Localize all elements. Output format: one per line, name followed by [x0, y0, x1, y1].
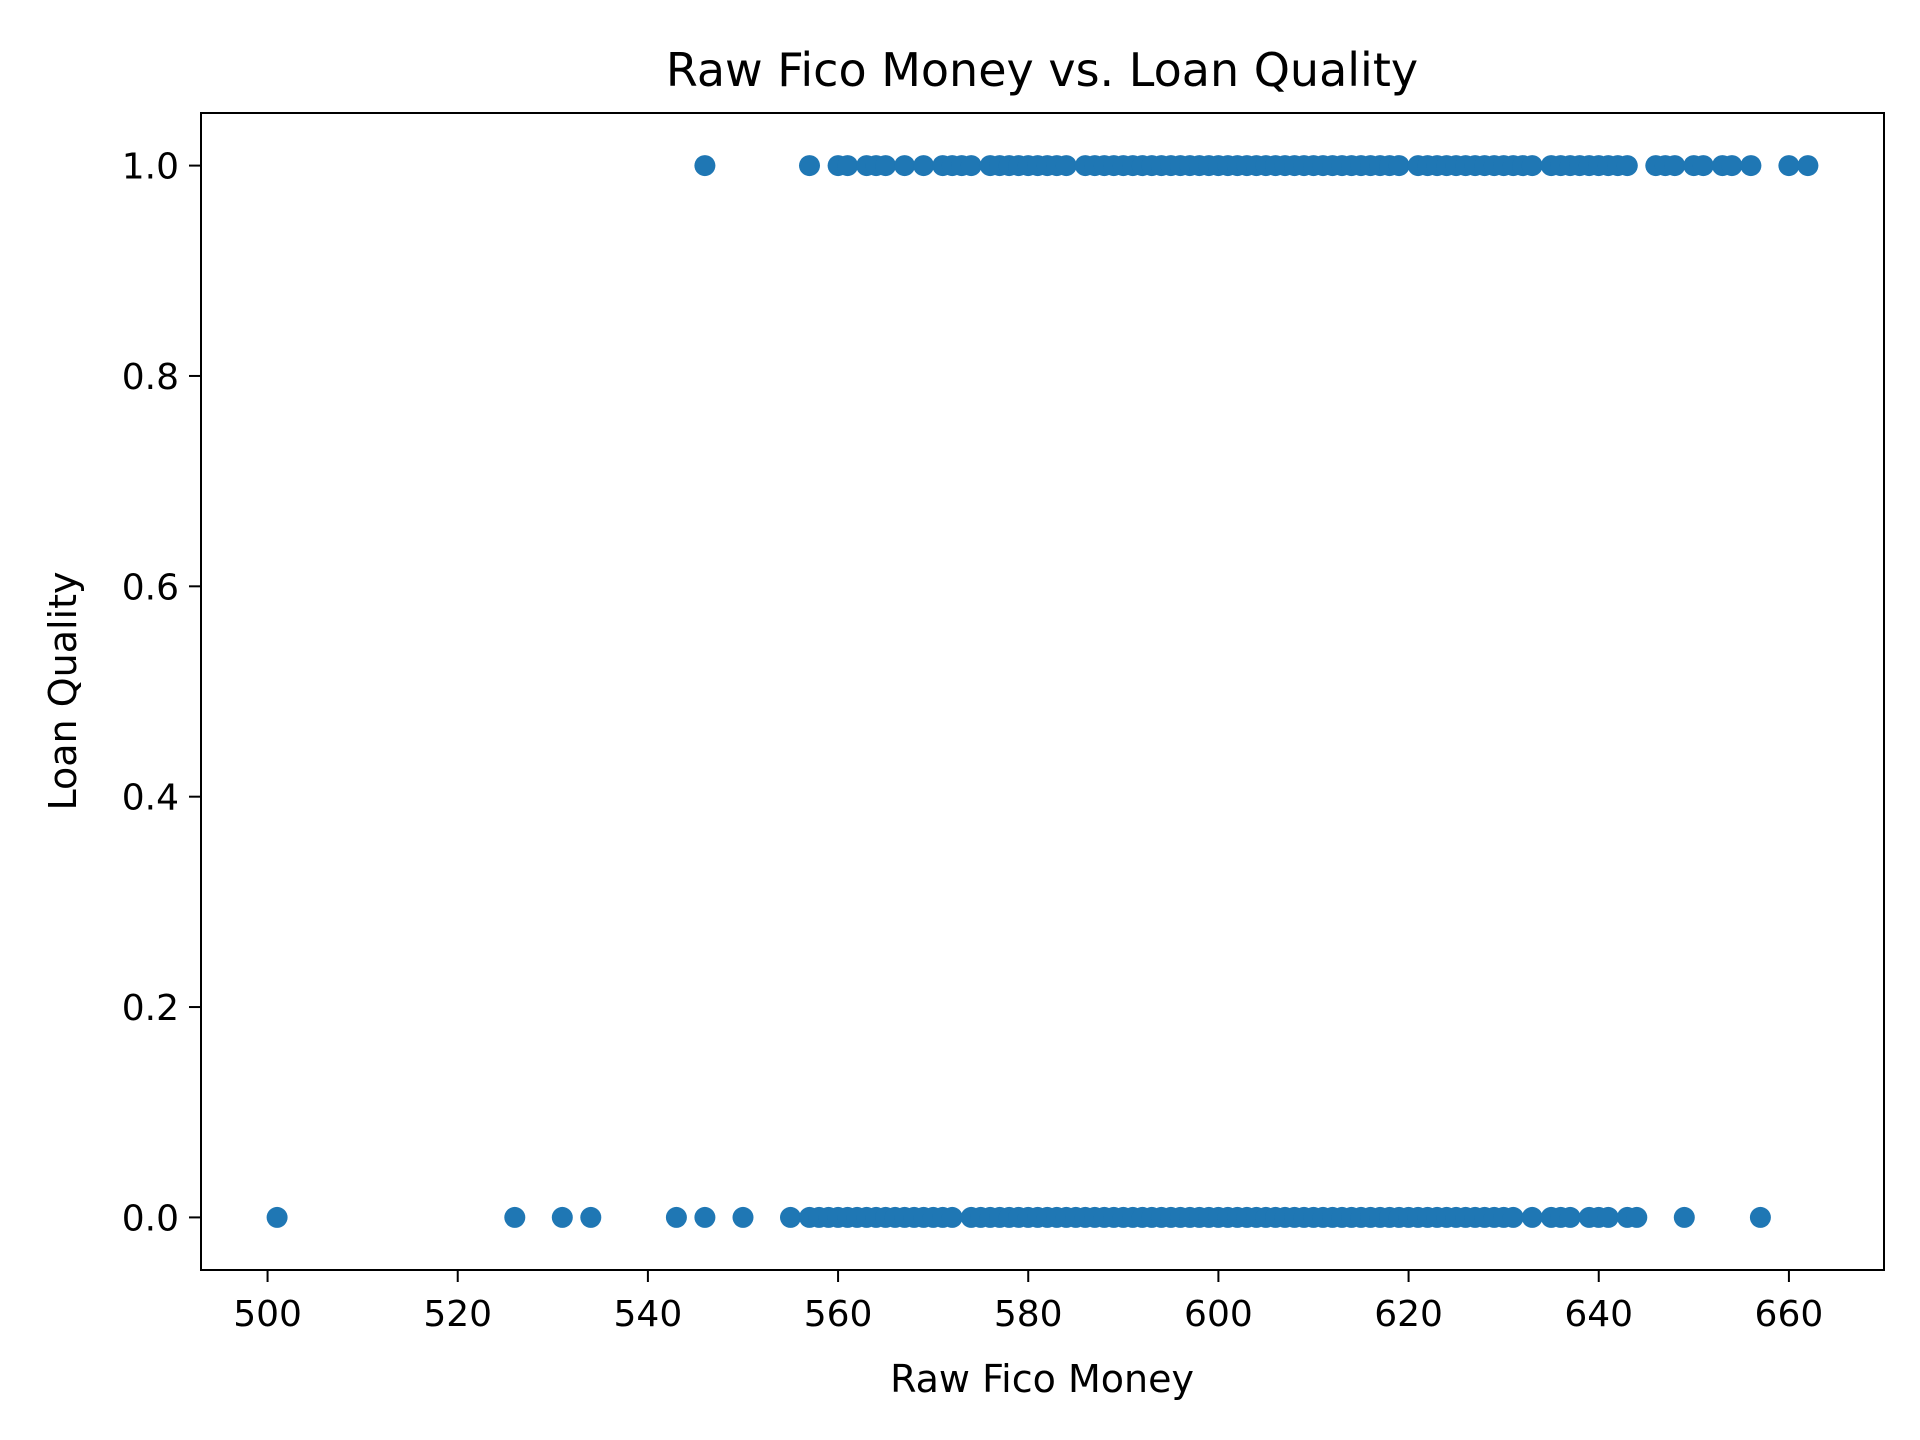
- data-point-s1-90: [1626, 1206, 1648, 1228]
- x-tick-label: 600: [1184, 1294, 1253, 1335]
- x-tick-label: 500: [233, 1294, 302, 1335]
- data-point-s1-23: [941, 1206, 963, 1228]
- data-point-s1-4: [665, 1206, 687, 1228]
- x-tick-label: 660: [1755, 1294, 1824, 1335]
- x-tick-label: 640: [1564, 1294, 1633, 1335]
- data-point-s0-84: [1721, 155, 1743, 177]
- data-points: [266, 155, 1819, 1228]
- data-point-s1-2: [551, 1206, 573, 1228]
- data-point-s1-7: [780, 1206, 801, 1228]
- x-tick-label: 580: [994, 1294, 1063, 1335]
- data-point-s0-1: [799, 155, 820, 177]
- data-point-s0-82: [1692, 155, 1714, 177]
- y-tick-label: 1.0: [122, 147, 179, 188]
- data-point-s1-3: [580, 1206, 602, 1228]
- data-point-s0-87: [1797, 155, 1819, 177]
- y-tick-label: 0.2: [122, 988, 179, 1029]
- data-point-s0-68: [1521, 155, 1543, 177]
- data-point-s1-82: [1521, 1206, 1543, 1228]
- data-point-s0-0: [694, 155, 716, 177]
- y-tick-label: 0.8: [122, 357, 179, 398]
- x-tick-label: 560: [804, 1294, 873, 1335]
- data-point-s0-6: [875, 155, 897, 177]
- y-tick-label: 0.6: [122, 567, 179, 608]
- y-axis-label: Loan Quality: [41, 572, 85, 811]
- data-point-s1-92: [1749, 1206, 1771, 1228]
- plot-frame: [200, 112, 1885, 1271]
- x-tick-label: 620: [1374, 1294, 1443, 1335]
- data-point-s1-91: [1673, 1206, 1695, 1228]
- data-point-s1-85: [1559, 1206, 1581, 1228]
- y-tick-label: 0.0: [122, 1198, 179, 1239]
- data-point-s0-21: [1055, 155, 1077, 177]
- data-point-s1-81: [1502, 1206, 1524, 1228]
- data-point-s0-12: [960, 155, 982, 177]
- data-point-s0-86: [1778, 155, 1800, 177]
- data-point-s0-7: [894, 155, 916, 177]
- data-point-s0-77: [1616, 155, 1638, 177]
- data-point-s0-3: [837, 155, 859, 177]
- chart-title: Raw Fico Money vs. Loan Quality: [666, 43, 1418, 97]
- data-point-s0-85: [1740, 155, 1762, 177]
- data-point-s0-80: [1664, 155, 1686, 177]
- x-tick-label: 520: [423, 1294, 492, 1335]
- x-axis-label: Raw Fico Money: [890, 1357, 1194, 1401]
- y-axis-ticks: 0.0 0.2 0.4 0.6 0.8 1.0: [122, 147, 201, 1239]
- data-point-s1-5: [694, 1206, 716, 1228]
- data-point-s1-0: [266, 1206, 288, 1228]
- x-axis-ticks: 500 520 540 560 580 600 620 640 660: [233, 1270, 1823, 1335]
- data-point-s1-88: [1597, 1206, 1619, 1228]
- data-point-s0-8: [913, 155, 935, 177]
- data-point-s0-55: [1388, 155, 1410, 177]
- y-tick-label: 0.4: [122, 778, 179, 819]
- data-point-s1-6: [732, 1206, 754, 1228]
- data-point-s1-1: [504, 1206, 526, 1228]
- x-tick-label: 540: [614, 1294, 683, 1335]
